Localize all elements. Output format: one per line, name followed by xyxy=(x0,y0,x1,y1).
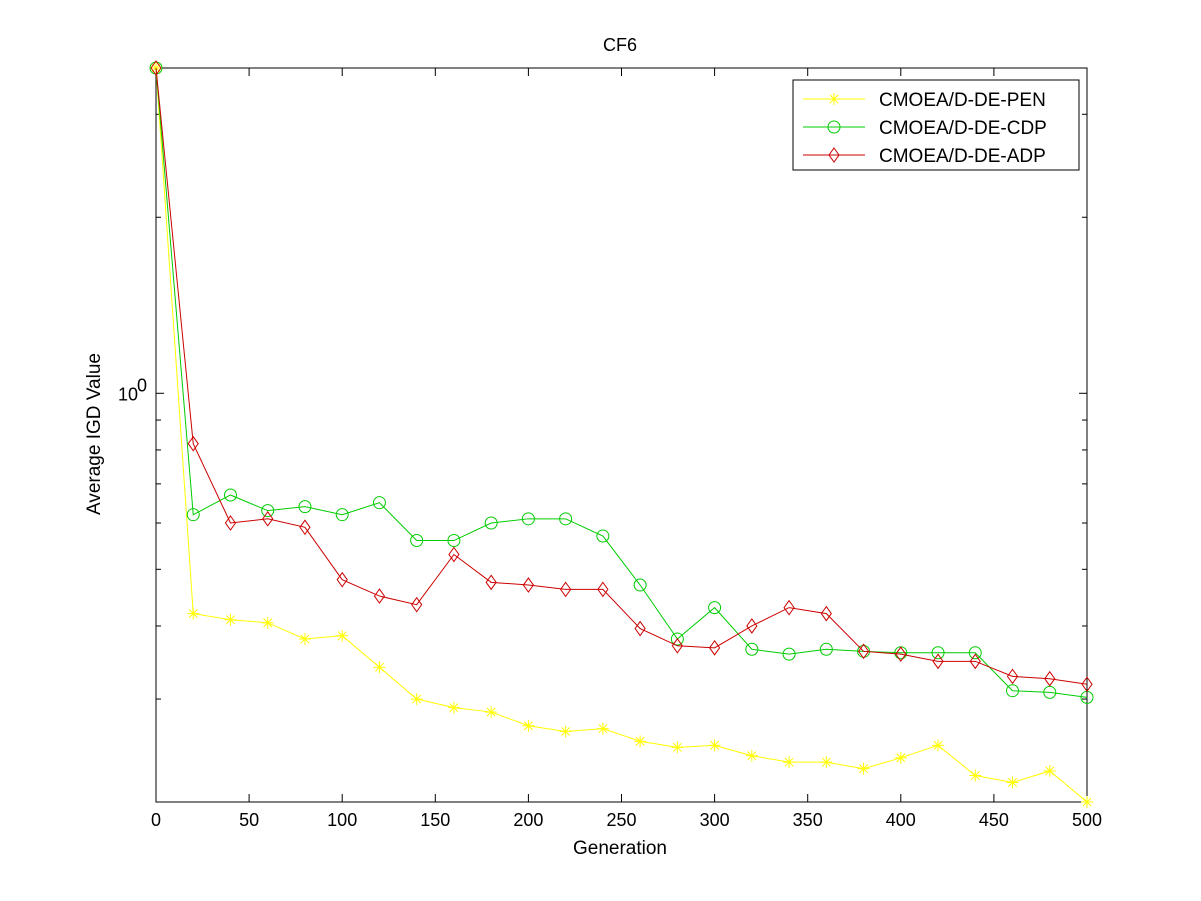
data-point-star xyxy=(485,706,498,719)
data-point-star xyxy=(894,751,907,764)
data-point-diamond xyxy=(746,618,758,634)
data-point-diamond xyxy=(560,581,572,598)
data-point-circle xyxy=(745,642,759,656)
data-point-circle xyxy=(447,534,461,548)
data-point-diamond xyxy=(1006,668,1019,685)
data-point-circle xyxy=(670,632,684,646)
data-point-circle xyxy=(782,647,796,661)
data-point-star xyxy=(298,633,311,646)
data-point-diamond xyxy=(597,581,609,598)
series-line-3 xyxy=(155,67,1088,685)
data-point-star xyxy=(522,719,535,732)
data-point-star xyxy=(447,701,460,714)
data-point-star xyxy=(745,749,758,762)
data-point-star xyxy=(596,722,609,735)
data-point-circle xyxy=(708,601,722,615)
data-point-circle xyxy=(968,646,982,660)
data-point-star xyxy=(224,613,237,626)
x-axis-label: Generation xyxy=(573,838,667,859)
data-point-circle xyxy=(484,516,498,530)
data-point-star xyxy=(857,762,870,775)
legend-marker-star xyxy=(828,93,840,105)
data-point-diamond xyxy=(969,653,981,670)
plot-area: 0 50 100 150 200 250 300 350 400 450 500100CMOEA/D… xyxy=(118,60,1102,830)
data-point-circle xyxy=(559,512,573,526)
data-point-circle xyxy=(372,496,386,510)
y-tick-label: 10 xyxy=(118,384,138,404)
data-point-diamond xyxy=(187,435,199,452)
data-point-diamond xyxy=(708,639,721,656)
data-point-star xyxy=(410,693,423,706)
data-point-diamond xyxy=(932,653,944,670)
data-point-diamond xyxy=(373,588,386,604)
data-point-circle xyxy=(931,646,945,660)
data-point-star xyxy=(820,756,833,769)
data-point-diamond xyxy=(299,519,311,536)
x-tick-label: 450 xyxy=(979,810,1009,830)
x-tick-label: 300 xyxy=(700,810,730,830)
chart-title: CF6 xyxy=(603,35,637,55)
y-tick-label-exponent: 0 xyxy=(137,375,147,395)
legend-entry: CMOEA/D-DE-PEN xyxy=(879,90,1046,111)
data-point-diamond xyxy=(522,577,535,593)
data-point-star xyxy=(1043,764,1056,777)
data-point-star xyxy=(634,735,647,748)
data-point-star xyxy=(969,769,982,782)
y-axis-label: Average IGD Value xyxy=(84,353,105,515)
data-point-circle xyxy=(521,512,535,526)
x-tick-label: 200 xyxy=(513,810,543,830)
data-point-diamond xyxy=(857,643,870,660)
x-tick-label: 150 xyxy=(420,810,450,830)
data-point-star xyxy=(336,629,349,642)
data-point-circle xyxy=(596,529,610,543)
data-point-diamond xyxy=(485,574,497,591)
data-point-circle xyxy=(410,534,424,548)
data-point-diamond xyxy=(1044,670,1056,687)
legend-marker-circle xyxy=(827,120,841,134)
data-point-star xyxy=(932,739,945,752)
data-point-circle xyxy=(335,508,349,522)
data-point-circle xyxy=(261,504,275,518)
data-point-star xyxy=(373,661,386,674)
x-tick-label: 100 xyxy=(327,810,357,830)
data-point-circle xyxy=(298,500,312,514)
data-point-diamond xyxy=(783,599,795,616)
data-point-diamond xyxy=(150,60,162,76)
legend-entry: CMOEA/D-DE-ADP xyxy=(879,146,1046,167)
data-point-circle xyxy=(149,61,163,75)
data-point-circle xyxy=(819,642,833,656)
data-point-star xyxy=(783,756,796,769)
data-point-star xyxy=(671,741,684,754)
data-point-diamond xyxy=(262,510,274,527)
data-point-star xyxy=(708,739,721,752)
data-point-circle xyxy=(223,488,237,502)
data-point-diamond xyxy=(224,515,237,531)
legend-entry: CMOEA/D-DE-CDP xyxy=(879,118,1047,139)
data-point-circle xyxy=(633,578,647,592)
data-point-star xyxy=(187,607,200,620)
data-point-circle xyxy=(186,508,200,522)
data-point-star xyxy=(559,725,572,738)
data-point-diamond xyxy=(820,605,832,622)
data-point-star xyxy=(261,616,274,629)
data-point-diamond xyxy=(895,646,907,663)
x-tick-label: 0 xyxy=(151,810,161,830)
data-point-diamond xyxy=(671,637,683,654)
data-point-star xyxy=(1006,776,1019,789)
x-tick-label: 50 xyxy=(239,810,259,830)
data-point-diamond xyxy=(448,546,460,563)
x-tick-label: 400 xyxy=(886,810,916,830)
data-point-circle xyxy=(1006,684,1020,698)
legend-marker-diamond xyxy=(828,147,840,163)
data-point-diamond xyxy=(1081,676,1093,693)
data-point-diamond xyxy=(634,620,646,637)
data-point-diamond xyxy=(336,571,348,588)
x-tick-label: 500 xyxy=(1072,810,1102,830)
x-tick-label: 350 xyxy=(793,810,823,830)
series-line-1 xyxy=(155,67,1088,803)
x-tick-label: 250 xyxy=(606,810,636,830)
data-point-diamond xyxy=(411,596,423,613)
data-point-star xyxy=(1081,796,1093,808)
